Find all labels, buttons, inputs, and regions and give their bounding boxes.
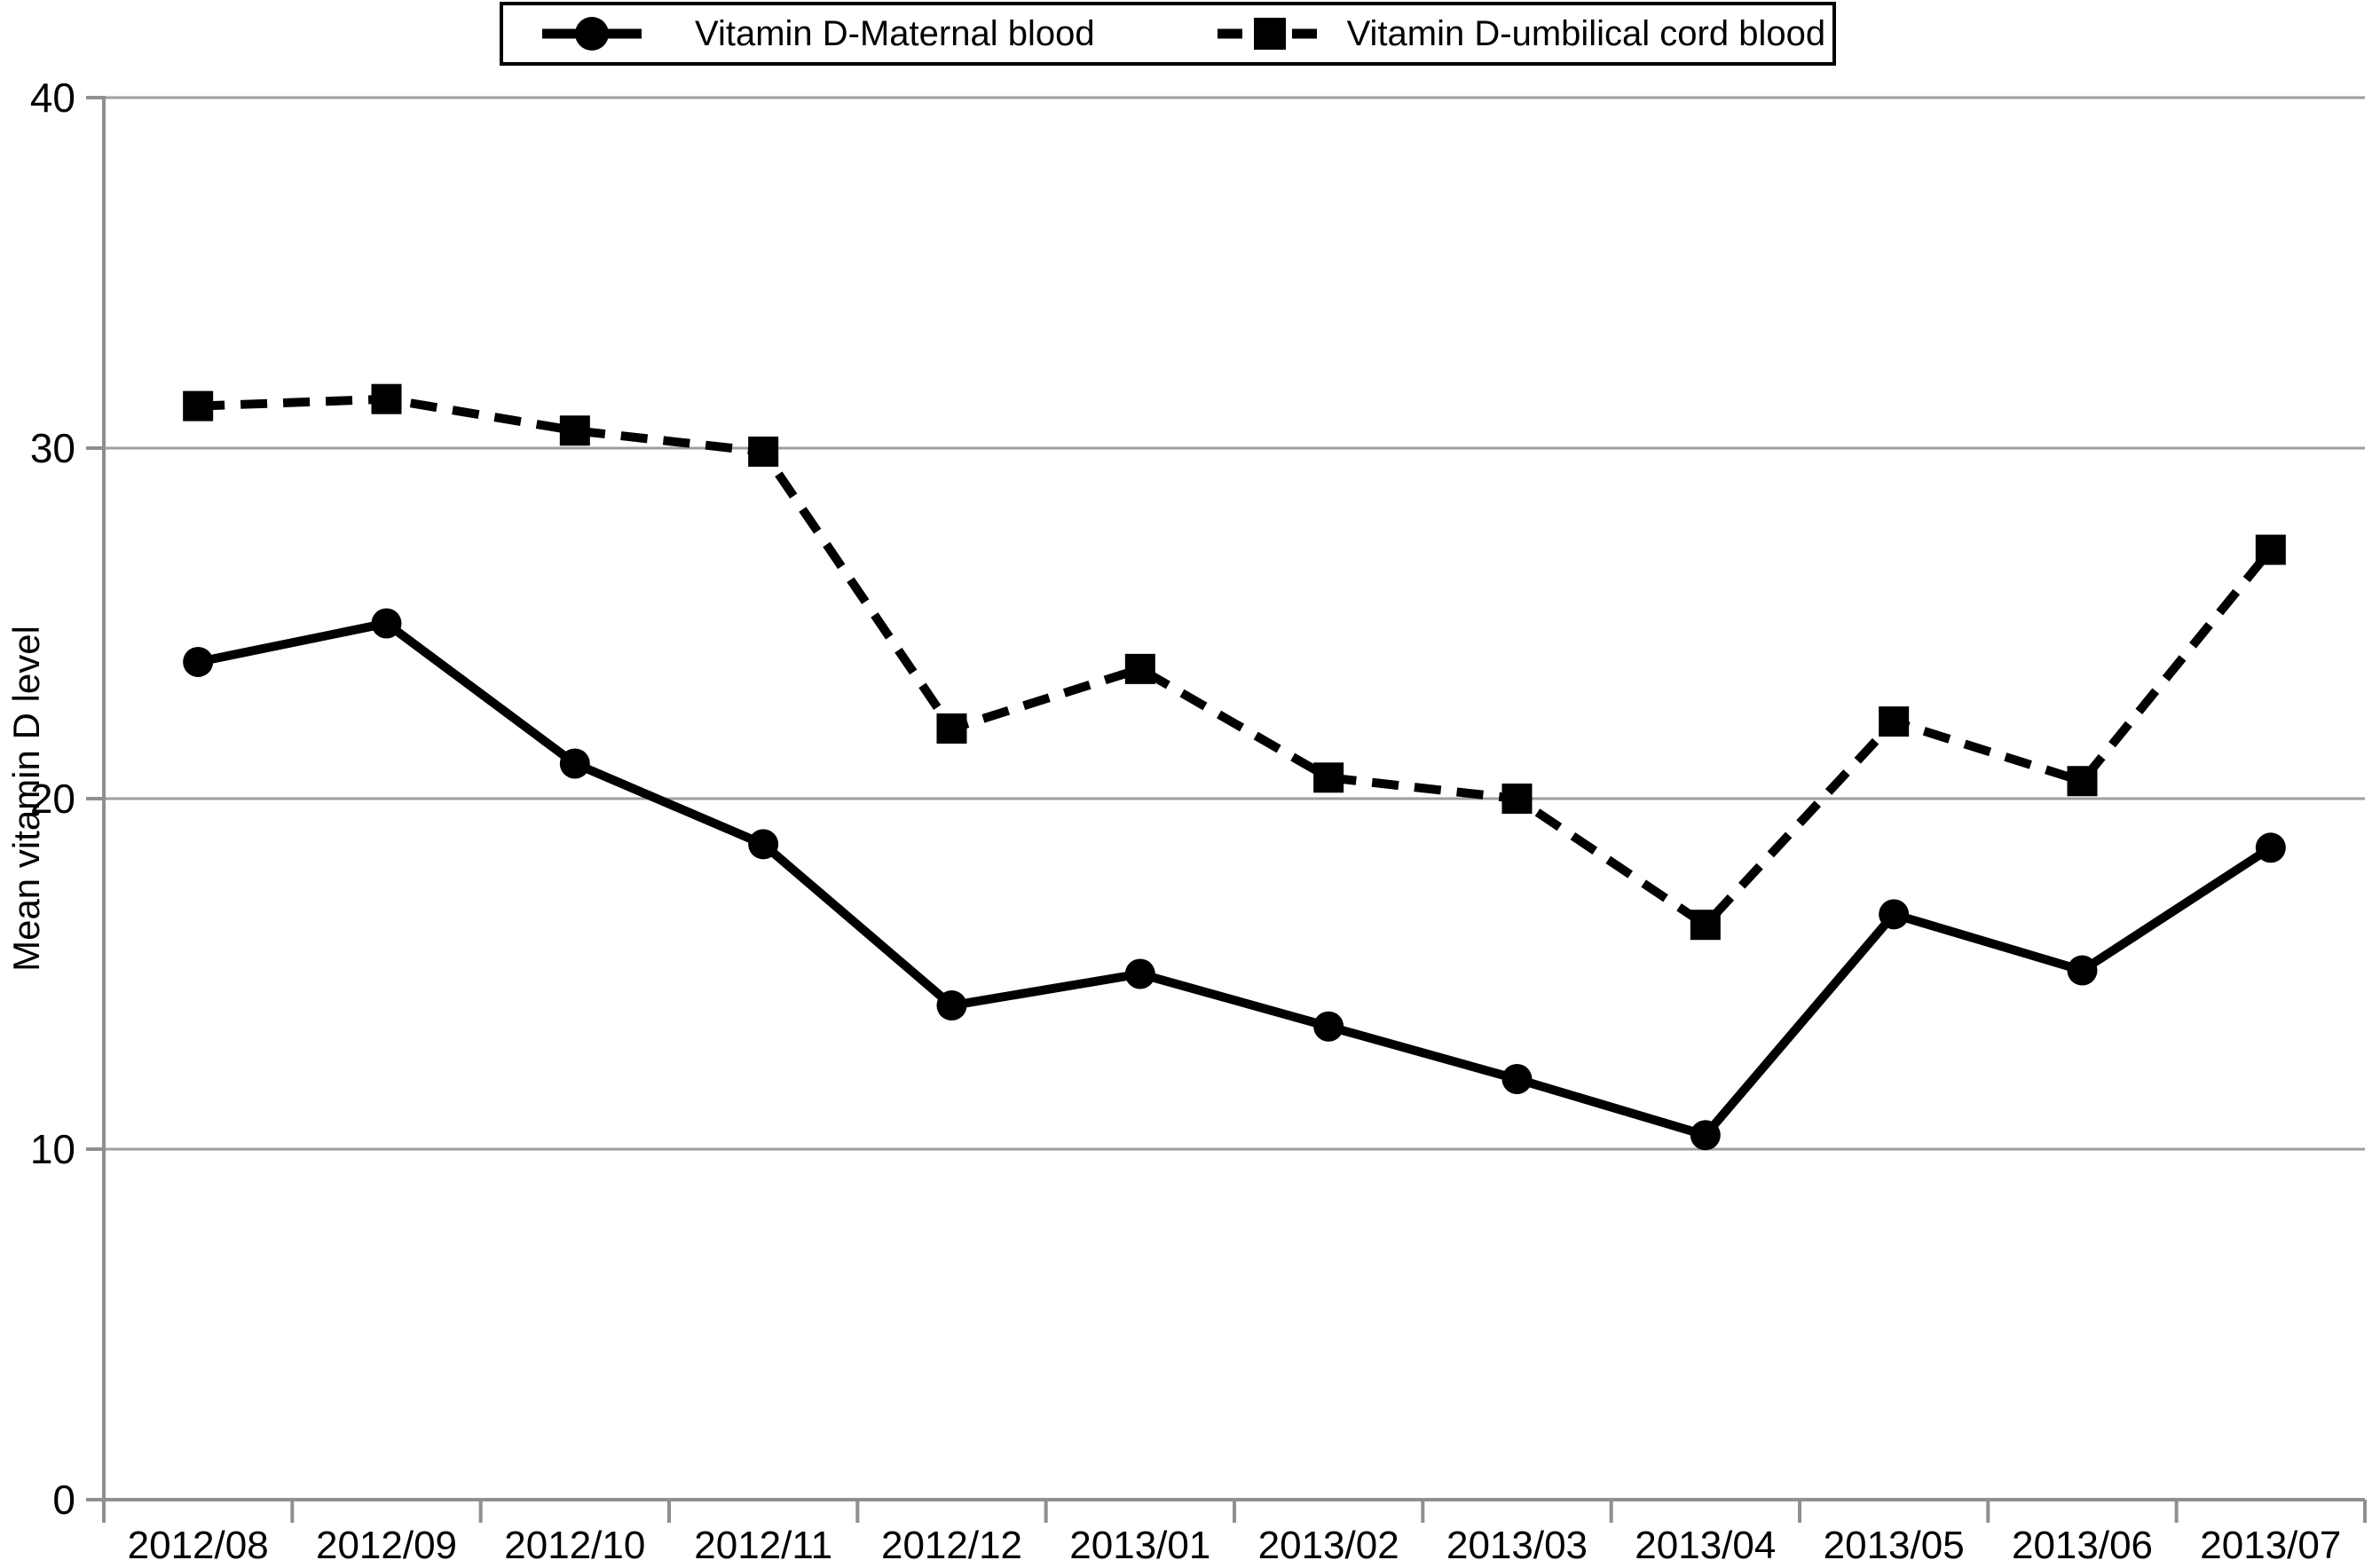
data-point-circle-2013/06: [2067, 955, 2098, 986]
x-axis-label-2012/08: 2012/08: [128, 1524, 269, 1567]
data-point-circle-2013/03: [1501, 1064, 1533, 1094]
data-point-circle-2013/04: [1690, 1120, 1721, 1151]
data-point-circle-2013/02: [1313, 1011, 1344, 1042]
legend-label-maternal: Vitamin D-Maternal blood: [695, 13, 1095, 53]
x-axis-label-2012/11: 2012/11: [694, 1524, 832, 1567]
x-axis-label-2013/03: 2013/03: [1446, 1524, 1588, 1567]
x-axis-label-2013/02: 2013/02: [1258, 1524, 1399, 1567]
data-point-square-2012/09: [371, 383, 402, 414]
x-axis-label-2012/10: 2012/10: [504, 1524, 645, 1567]
solid-line-circle-marker-icon: [542, 17, 642, 51]
y-tick-label-10: 10: [30, 1126, 75, 1172]
series-line-0-circle: [197, 619, 2273, 1140]
data-point-square-2013/05: [1879, 706, 1910, 737]
data-point-circle-2013/01: [1124, 958, 1155, 989]
data-point-circle-2012/08: [183, 646, 214, 677]
data-point-circle-2012/11: [748, 829, 779, 860]
legend-entry-umbilical: Vitamin D-umbilical cord blood: [1217, 12, 1826, 55]
data-point-square-2013/03: [1501, 784, 1533, 814]
legend-entry-maternal: Vitamin D-Maternal blood: [542, 12, 1095, 55]
legend: Vitamin D-Maternal blood Vitamin D-umbil…: [500, 2, 1836, 66]
x-axis-label-2012/09: 2012/09: [316, 1524, 457, 1567]
data-point-square-2013/07: [2255, 534, 2286, 565]
x-axis-label-2012/12: 2012/12: [881, 1524, 1022, 1567]
data-point-circle-2012/10: [559, 748, 590, 779]
data-point-square-2012/12: [936, 713, 967, 744]
dashed-line-square-marker-icon: [1217, 18, 1322, 50]
data-point-square-2012/10: [559, 415, 590, 446]
y-tick-label-20: 20: [30, 776, 75, 822]
x-axis-label-2013/04: 2013/04: [1635, 1524, 1776, 1567]
data-point-square-2012/11: [748, 436, 779, 467]
data-point-square-2013/02: [1313, 762, 1344, 793]
data-point-square-2013/01: [1124, 653, 1155, 684]
data-point-square-2013/04: [1690, 910, 1721, 941]
data-point-circle-2013/07: [2255, 832, 2286, 863]
data-point-circle-2012/12: [936, 990, 967, 1021]
x-axis-label-2013/07: 2013/07: [2200, 1524, 2341, 1567]
series-line-1-square: [197, 394, 2274, 931]
x-axis-label-2013/05: 2013/05: [1824, 1524, 1965, 1567]
y-tick-label-30: 30: [30, 425, 75, 471]
data-point-circle-2012/09: [371, 608, 402, 639]
y-tick-label-40: 40: [30, 75, 75, 121]
legend-label-umbilical: Vitamin D-umbilical cord blood: [1346, 13, 1826, 53]
x-axis-label-2013/06: 2013/06: [2012, 1524, 2153, 1567]
y-tick-label-0: 0: [52, 1477, 75, 1523]
data-point-circle-2013/05: [1879, 899, 1910, 930]
data-point-square-2012/08: [183, 390, 214, 422]
x-axis-label-2013/01: 2013/01: [1069, 1524, 1210, 1567]
data-point-square-2013/06: [2067, 766, 2098, 797]
